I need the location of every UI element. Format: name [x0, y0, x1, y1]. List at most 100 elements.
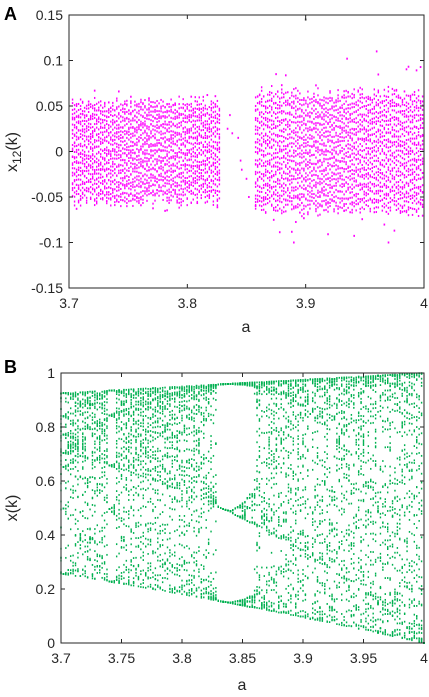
panel-a-point: [419, 66, 422, 69]
panel-a-point: [389, 105, 392, 108]
panel-a-point: [373, 176, 375, 179]
panel-a-point: [369, 207, 371, 210]
panel-a-point: [281, 129, 283, 132]
panel-a-point: [196, 160, 198, 163]
panel-a-xtick-label: 3.9: [296, 295, 316, 311]
panel-a-point: [275, 185, 277, 188]
panel-a-point: [331, 114, 333, 117]
panel-a-point: [304, 18, 307, 21]
panel-a-point: [381, 100, 384, 103]
panel-a-point: [216, 170, 219, 173]
panel-a-point: [71, 98, 74, 101]
panel-a-point: [130, 102, 132, 105]
panel-a-point: [413, 199, 416, 202]
panel-a-point: [118, 195, 120, 198]
panel-a-point: [345, 131, 347, 134]
panel-a-point: [381, 142, 384, 145]
panel-a-point: [317, 189, 319, 192]
panel-a-point: [81, 125, 84, 128]
panel-a-point: [196, 188, 198, 191]
panel-a-point: [174, 152, 176, 155]
panel-a-point: [341, 146, 343, 149]
panel-a-point: [194, 155, 196, 158]
panel-b-point: [67, 451, 69, 454]
panel-a-point: [166, 175, 168, 178]
panel-a-point: [281, 88, 283, 91]
panel-a-point: [176, 152, 178, 155]
panel-a-point: [180, 106, 182, 109]
panel-a-point: [89, 116, 92, 119]
panel-a-point: [194, 100, 196, 103]
panel-a-point: [419, 189, 422, 192]
panel-a-point: [178, 133, 180, 136]
panel-b-point: [94, 504, 96, 507]
panel-a-point: [182, 143, 184, 146]
panel-a-point: [218, 136, 221, 139]
panel-a-point: [120, 144, 122, 147]
panel-a-point: [264, 107, 267, 110]
panel-a-point: [289, 111, 291, 114]
panel-a-point: [327, 164, 329, 167]
panel-a-point: [208, 189, 211, 192]
panel-a-point: [373, 182, 375, 185]
panel-a-point: [381, 173, 384, 176]
panel-a-point: [204, 154, 207, 157]
panel-a-point: [295, 94, 297, 97]
panel-a-point: [363, 113, 365, 116]
panel-a-point: [192, 181, 194, 184]
panel-a-point: [75, 115, 78, 118]
panel-a-point: [208, 150, 211, 153]
panel-a-point: [85, 167, 88, 170]
panel-a-point: [79, 98, 82, 101]
panel-a-point: [186, 186, 188, 189]
panel-a-point: [297, 206, 299, 209]
panel-a-point: [158, 113, 160, 116]
panel-a-point: [98, 120, 100, 123]
panel-a-point: [212, 188, 215, 191]
panel-a-point: [377, 91, 380, 94]
panel-a-point: [204, 113, 207, 116]
panel-a-point: [95, 118, 98, 121]
panel-a-point: [174, 176, 176, 179]
panel-a-point: [186, 168, 188, 171]
panel-a-point: [180, 171, 182, 174]
panel-a-point: [190, 175, 192, 178]
panel-a-point: [337, 153, 339, 156]
panel-a-point: [79, 170, 82, 173]
panel-a-point: [256, 147, 259, 150]
panel-a-point: [301, 144, 303, 147]
panel-a-point: [124, 183, 126, 186]
panel-b-point: [99, 422, 101, 425]
panel-a-point: [266, 170, 269, 173]
panel-a-point: [180, 167, 182, 170]
panel-a-point: [110, 138, 112, 141]
panel-a-point: [134, 180, 136, 183]
panel-a-point: [341, 131, 343, 134]
panel-a-point: [311, 112, 313, 115]
panel-a-point: [126, 116, 128, 119]
panel-a-point: [208, 113, 211, 116]
panel-a-point: [355, 199, 357, 202]
panel-a-point: [303, 217, 305, 220]
panel-a-point: [160, 189, 162, 192]
panel-a-point: [87, 143, 90, 146]
panel-a-point: [327, 140, 329, 143]
panel-a-point: [327, 192, 329, 195]
panel-b-point: [84, 455, 86, 457]
panel-a-point: [323, 180, 325, 183]
panel-a-point: [168, 191, 170, 194]
panel-b-point: [74, 391, 77, 394]
panel-a-xtick-label: 3.7: [59, 295, 79, 311]
panel-a-point: [347, 143, 349, 146]
panel-a-point: [260, 132, 263, 135]
panel-a-point: [299, 197, 301, 200]
panel-a-point: [329, 99, 331, 102]
panel-a-point: [106, 123, 108, 126]
panel-b-point: [103, 410, 106, 413]
panel-a-point: [150, 154, 152, 157]
panel-a-point: [152, 174, 154, 177]
panel-a-point: [303, 138, 305, 141]
panel-b-point: [96, 429, 98, 432]
panel-a-point: [273, 144, 275, 147]
panel-a-point: [339, 172, 341, 175]
